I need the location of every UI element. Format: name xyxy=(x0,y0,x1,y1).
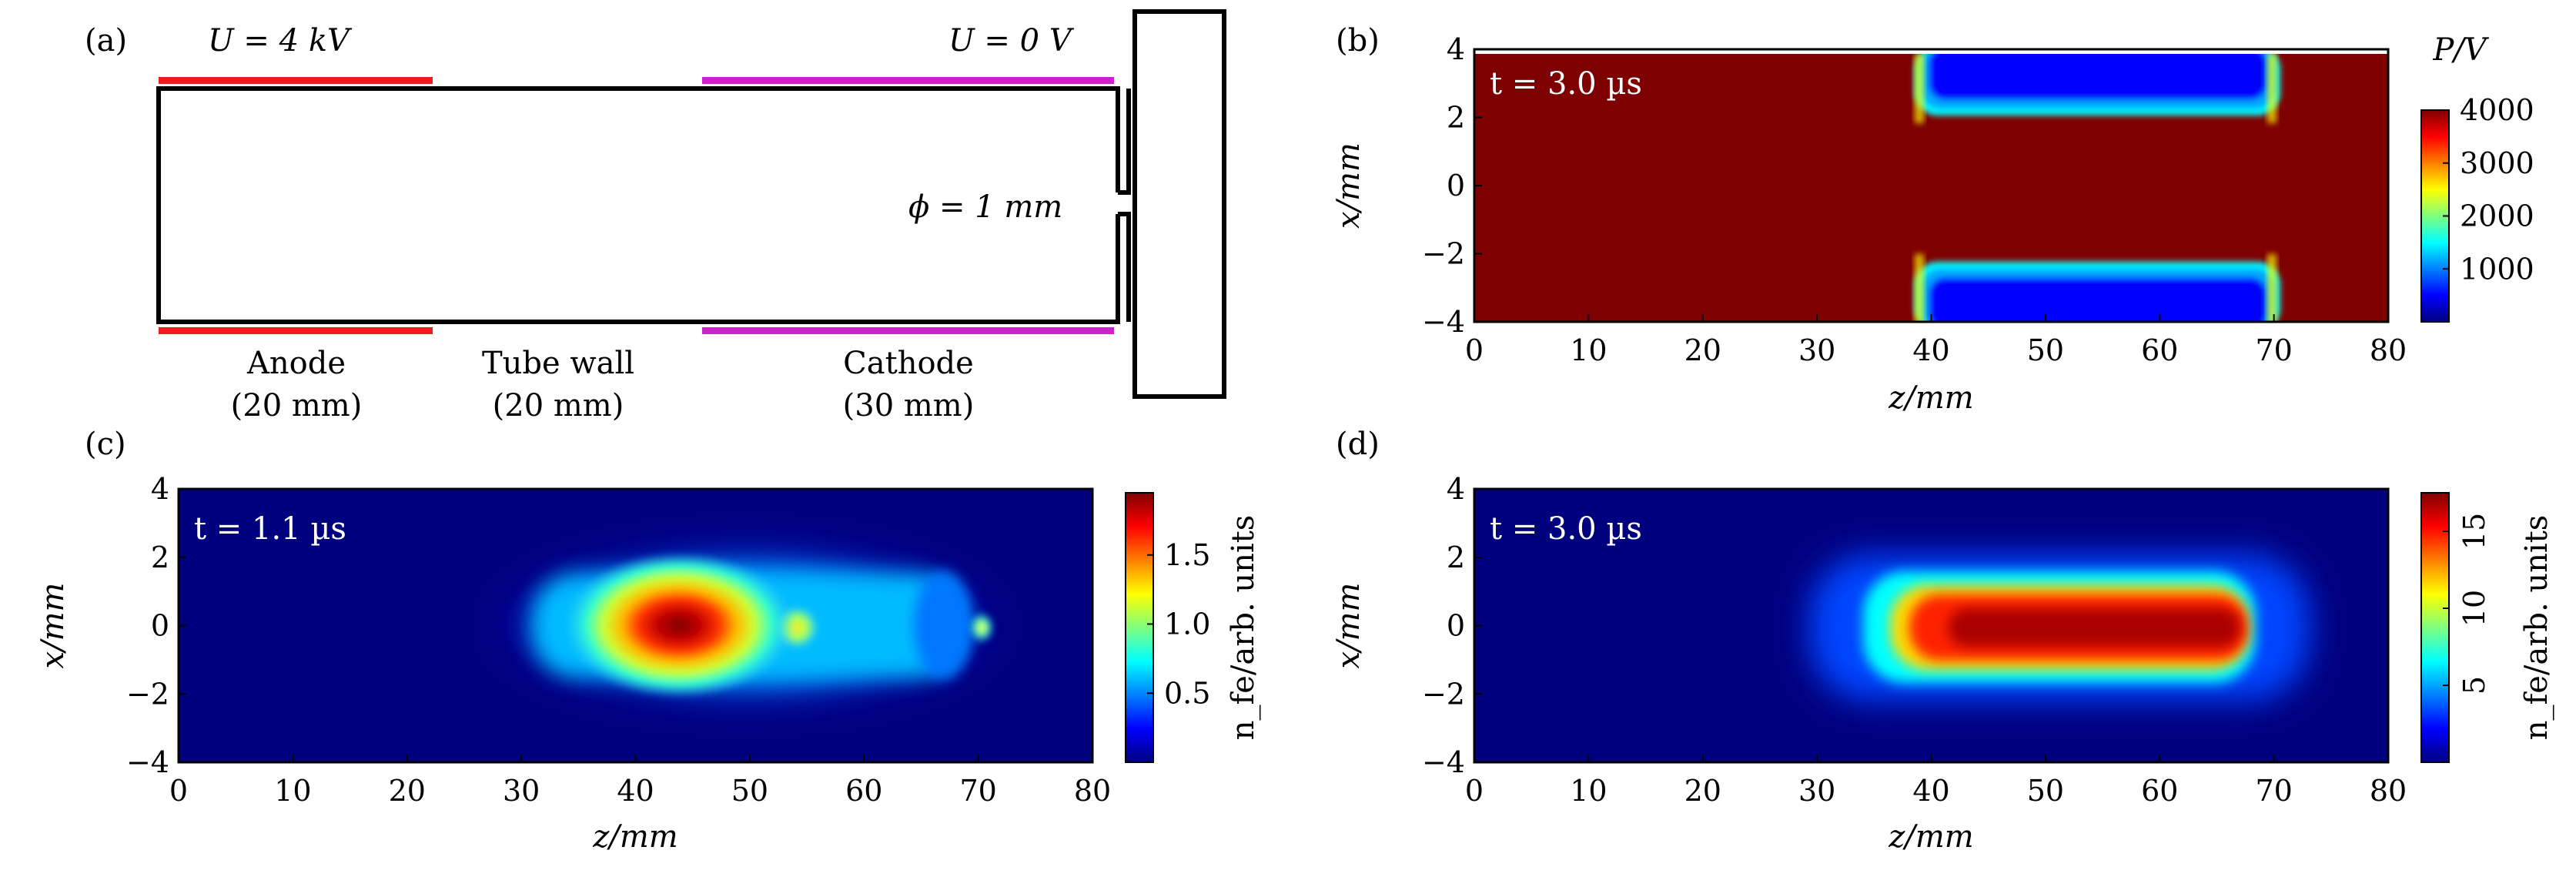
anode-electrode-bottom xyxy=(159,327,433,334)
x-axis-label: z/mm xyxy=(1888,819,1973,855)
anode-label: Anode xyxy=(246,346,346,381)
colorbar-tick-label: 0.5 xyxy=(1164,676,1210,710)
colorbar-tick-label: 1.0 xyxy=(1164,608,1210,641)
y-tick-label: 0 xyxy=(1447,609,1465,643)
x-tick-label: 70 xyxy=(2255,333,2292,367)
panel-a-schematic: (a) U = 4 kV U = 0 V ϕ = 1 mm Anode (20 … xyxy=(85,9,1226,423)
y-tick-label: 4 xyxy=(1447,32,1465,66)
cathode-label: Cathode xyxy=(843,346,974,381)
x-tick-label: 30 xyxy=(1798,333,1835,367)
x-tick-label: 20 xyxy=(389,774,426,808)
time-label-d: t = 3.0 µs xyxy=(1490,511,1642,547)
potential-heatmap xyxy=(1474,54,2388,322)
y-tick-label: −2 xyxy=(126,677,169,711)
x-tick-label: 50 xyxy=(2027,774,2064,808)
colorbar-title-d: n_fe/arb. units xyxy=(2519,515,2554,741)
y-tick-label: 2 xyxy=(1447,541,1465,574)
x-tick-label: 0 xyxy=(1465,774,1484,808)
x-tick-label: 40 xyxy=(617,774,654,808)
x-tick-label: 0 xyxy=(169,774,188,808)
tube-wall-length: (20 mm) xyxy=(493,388,624,423)
x-tick-label: 50 xyxy=(2027,333,2064,367)
y-tick-label: 0 xyxy=(1447,169,1465,203)
y-tick-label: 2 xyxy=(151,541,169,574)
colorbar-tick-label: 4000 xyxy=(2460,93,2534,127)
x-tick-label: 30 xyxy=(503,774,540,808)
x-tick-label: 60 xyxy=(2141,333,2178,367)
anode-voltage-label: U = 4 kV xyxy=(208,23,353,59)
x-tick-label: 10 xyxy=(274,774,311,808)
y-tick-label: 4 xyxy=(1447,472,1465,506)
time-label-b: t = 3.0 µs xyxy=(1490,66,1642,102)
x-tick-label: 60 xyxy=(2141,774,2178,808)
panel-label-c: (c) xyxy=(85,427,126,462)
colorbar-title-b: P/V xyxy=(2432,32,2489,68)
y-tick-label: 2 xyxy=(1447,101,1465,135)
colorbar-tick-label: 1000 xyxy=(2460,252,2534,286)
tube-wall-label: Tube wall xyxy=(482,346,634,381)
colorbar-tick-label: 3000 xyxy=(2460,146,2534,180)
y-tick-label: −2 xyxy=(1422,237,1465,271)
x-axis-label: z/mm xyxy=(1888,380,1973,416)
colorbar-d xyxy=(2420,492,2450,763)
y-tick-label: 4 xyxy=(151,472,169,506)
anode-length: (20 mm) xyxy=(231,388,363,423)
panel-b-potential: (b) t = 3.0 µs 0 10 20 30 40 50 60 70 80 −4 −2 0 2 4 z… xyxy=(1331,23,2534,416)
x-tick-label: 10 xyxy=(1570,333,1607,367)
colorbar-tick-label: 1.5 xyxy=(1164,538,1210,572)
panel-d-density: (d) t = 3.0 µs 0 10 20 30 40 50 60 70 80 −4 −2 0 2 4 z… xyxy=(1331,427,2554,855)
x-tick-label: 70 xyxy=(2255,774,2292,808)
y-tick-label: −4 xyxy=(1422,305,1465,339)
aperture-upper-lip xyxy=(1118,89,1131,195)
colorbar-tick-label: 5 xyxy=(2457,676,2491,695)
x-tick-label: 60 xyxy=(845,774,882,808)
y-tick-label: −4 xyxy=(1422,745,1465,779)
anode-electrode-top xyxy=(159,77,433,84)
vacuum-chamber xyxy=(1132,9,1226,399)
cathode-electrode-bottom xyxy=(702,327,1114,334)
colorbar-b xyxy=(2420,109,2450,323)
panel-label-d: (d) xyxy=(1336,427,1380,462)
panel-c-density: (c) t = 1.1 µs 0 10 20 30 40 50 60 70 80 −4 −2 0 2 4 z… xyxy=(35,427,1261,855)
x-tick-label: 20 xyxy=(1684,774,1721,808)
y-axis-label: x/mm xyxy=(1331,142,1367,229)
x-tick-label: 80 xyxy=(2370,333,2407,367)
panel-label-a: (a) xyxy=(85,23,127,59)
x-tick-label: 70 xyxy=(959,774,996,808)
x-tick-label: 30 xyxy=(1798,774,1835,808)
y-axis-label: x/mm xyxy=(35,583,71,669)
y-tick-label: 0 xyxy=(151,609,169,643)
x-tick-label: 80 xyxy=(2370,774,2407,808)
cathode-electrode-top xyxy=(702,77,1114,84)
x-tick-label: 20 xyxy=(1684,333,1721,367)
colorbar-title-c: n_fe/arb. units xyxy=(1226,515,1261,741)
x-tick-label: 40 xyxy=(1912,333,1949,367)
aperture-lower-lip xyxy=(1118,212,1131,322)
x-axis-label: z/mm xyxy=(592,819,677,855)
y-axis-label: x/mm xyxy=(1331,583,1367,669)
density-heatmap-c xyxy=(179,489,1092,762)
y-tick-label: −4 xyxy=(126,745,169,779)
colorbar-tick-label: 15 xyxy=(2457,513,2491,550)
x-tick-label: 80 xyxy=(1074,774,1111,808)
density-heatmap-d xyxy=(1474,489,2388,762)
colorbar-tick-label: 10 xyxy=(2457,590,2491,627)
x-tick-label: 10 xyxy=(1570,774,1607,808)
colorbar-c xyxy=(1125,492,1154,763)
x-tick-label: 40 xyxy=(1912,774,1949,808)
x-tick-label: 0 xyxy=(1465,333,1484,367)
colorbar-tick-label: 2000 xyxy=(2460,199,2534,233)
cathode-voltage-label: U = 0 V xyxy=(948,23,1075,59)
discharge-tube xyxy=(156,86,1120,324)
aperture-diameter-label: ϕ = 1 mm xyxy=(908,189,1062,225)
cathode-length: (30 mm) xyxy=(843,388,975,423)
y-tick-label: −2 xyxy=(1422,677,1465,711)
panel-label-b: (b) xyxy=(1336,23,1380,59)
x-tick-label: 50 xyxy=(731,774,768,808)
time-label-c: t = 1.1 µs xyxy=(194,511,346,547)
